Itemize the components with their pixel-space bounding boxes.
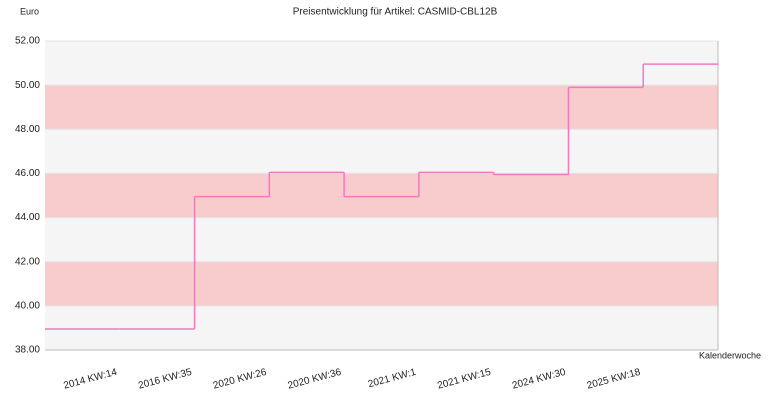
band [45,261,718,306]
y-axis-label: Euro [20,6,39,16]
band [45,217,718,262]
y-tick-label: 46.00 [15,168,40,179]
y-tick-label: 42.00 [15,256,40,267]
y-tick-label: 50.00 [15,80,40,91]
y-tick-label: 44.00 [15,212,40,223]
y-tick-label: 40.00 [15,300,40,311]
band [45,41,718,86]
x-axis-label: Kalenderwoche [699,350,761,360]
band [45,129,718,174]
band [45,173,718,218]
band [45,85,718,130]
y-tick-label: 38.00 [15,345,40,356]
band [45,305,718,350]
y-tick-label: 52.00 [15,36,40,47]
y-tick-label: 48.00 [15,124,40,135]
chart-title: Preisentwicklung für Artikel: CASMID-CBL… [293,7,498,18]
